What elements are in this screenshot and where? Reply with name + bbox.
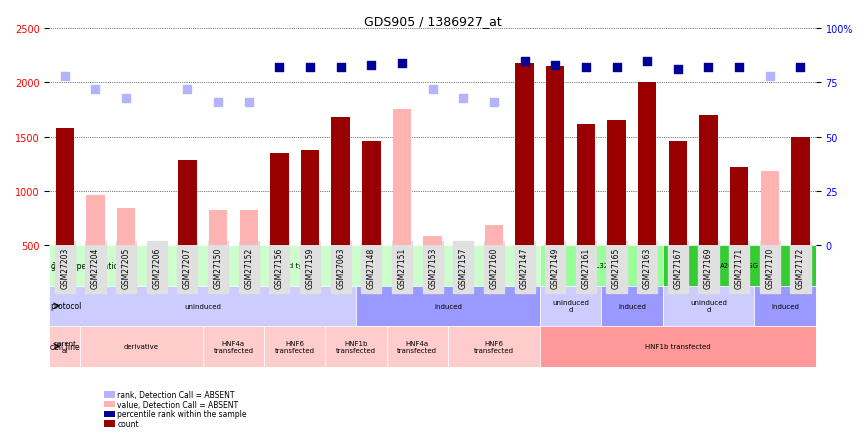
Bar [662,245,816,286]
Text: HNF4a
transfected: HNF4a transfected [214,340,253,353]
Text: A263insGG: A263insGG [720,263,759,269]
Bar [546,67,564,245]
Bar [576,124,595,245]
Text: parent
al: parent al [53,340,76,353]
Text: HNF1b transfected: HNF1b transfected [645,344,711,350]
Point [733,65,746,72]
Point [365,62,378,69]
Point [671,67,685,74]
Bar [602,286,662,326]
Bar [792,137,810,245]
Text: percentile rank within the sample: percentile rank within the sample [117,410,247,418]
Point [395,60,409,67]
Bar [203,326,264,367]
Text: HNF6
transfected: HNF6 transfected [274,340,315,353]
Point [549,62,562,69]
Text: uninduced
d: uninduced d [552,299,589,312]
Bar [178,161,197,245]
Bar [638,83,656,245]
Text: genotype/variation: genotype/variation [50,261,123,270]
Point [763,73,777,80]
Point [181,86,194,93]
Bar [362,141,380,245]
Text: HNF1b
transfected: HNF1b transfected [336,340,376,353]
Bar [209,211,227,245]
Text: P328L329del: P328L329del [579,263,624,269]
Point [273,65,286,72]
Bar [608,121,626,245]
Bar [356,286,540,326]
Point [211,99,225,106]
Bar [516,64,534,245]
Text: count: count [117,419,139,428]
Bar [49,245,540,286]
Point [457,95,470,102]
Bar [484,226,503,245]
Point [242,99,256,106]
Bar [86,196,105,245]
Bar [448,326,540,367]
Point [609,65,623,72]
Bar [730,168,748,245]
Bar [301,150,319,245]
Text: protocol: protocol [50,302,82,311]
Point [701,65,715,72]
Point [119,95,133,102]
Bar [540,326,816,367]
Bar [117,209,135,245]
Text: derivative: derivative [124,344,159,350]
Text: induced: induced [618,303,646,309]
Bar [668,141,687,245]
Point [641,58,654,65]
Point [333,65,347,72]
Text: HNF4a
transfected: HNF4a transfected [398,340,437,353]
Text: induced: induced [434,303,462,309]
Bar [662,286,754,326]
Bar [80,326,203,367]
Bar [332,118,350,245]
Point [487,99,501,106]
Bar [56,128,74,245]
Bar [49,286,356,326]
Text: HNF6
transfected: HNF6 transfected [474,340,514,353]
Bar [264,326,326,367]
Text: cell line: cell line [50,342,80,351]
Bar [49,326,80,367]
Point [793,65,807,72]
Text: uninduced: uninduced [184,303,221,309]
Bar [540,245,662,286]
Bar [240,211,258,245]
Bar [760,172,779,245]
Text: induced: induced [771,303,799,309]
Point [303,65,317,72]
Bar [424,237,442,245]
Bar [270,154,288,245]
Text: wild type: wild type [279,263,311,269]
Point [58,73,72,80]
Text: rank, Detection Call = ABSENT: rank, Detection Call = ABSENT [117,391,234,399]
Bar [326,326,386,367]
Text: uninduced
d: uninduced d [690,299,727,312]
Point [579,65,593,72]
Point [425,86,439,93]
Bar [754,286,816,326]
Title: GDS905 / 1386927_at: GDS905 / 1386927_at [364,15,502,28]
Point [517,58,531,65]
Text: value, Detection Call = ABSENT: value, Detection Call = ABSENT [117,400,239,409]
Bar [540,286,602,326]
Bar [700,115,718,245]
Bar [386,326,448,367]
Bar [393,110,411,245]
Point [89,86,102,93]
